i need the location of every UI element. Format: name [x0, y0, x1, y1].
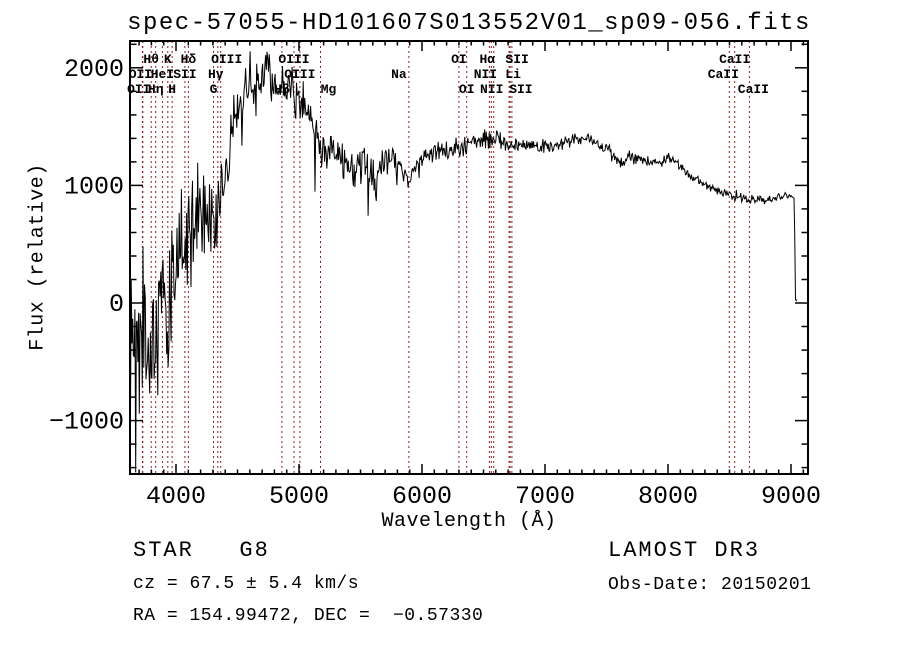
- x-tick-label: 5000: [269, 482, 329, 511]
- spectral-line-label: SII: [509, 82, 532, 97]
- plot-title: spec-57055-HD101607S013552V01_sp09-056.f…: [127, 10, 811, 37]
- classification-text: STAR G8: [133, 538, 270, 563]
- x-tick-label: 8000: [638, 482, 698, 511]
- spectral-line-label: NII: [480, 82, 503, 97]
- y-tick-label: 0: [109, 290, 124, 319]
- spectral-line-label: Hθ: [143, 52, 159, 67]
- spectral-line-label: SII: [505, 52, 528, 67]
- survey-release-text: LAMOST DR3: [608, 538, 761, 563]
- spectral-line-label: Hδ: [181, 52, 197, 67]
- flux-axis-label: Flux (relative): [26, 163, 50, 351]
- spectral-line-label: CaII: [719, 52, 750, 67]
- spectral-line-label: H: [168, 82, 176, 97]
- x-tick-label: 4000: [146, 482, 206, 511]
- spectral-line-label: Hα: [479, 52, 495, 67]
- spectral-line-label: G: [210, 82, 218, 97]
- spectral-line-label: Li: [505, 67, 521, 82]
- spectral-line-label: NII: [474, 67, 497, 82]
- spectral-line-label: OII: [129, 67, 152, 82]
- spectrum-trace: [130, 51, 798, 473]
- spectral-line-label: K: [164, 52, 172, 67]
- y-tick-label: −1000: [49, 408, 124, 437]
- x-tick-label: 6000: [392, 482, 452, 511]
- spectral-line-label: HeI: [151, 67, 174, 82]
- x-tick-label: 9000: [761, 482, 821, 511]
- y-tick-label: 2000: [64, 55, 124, 84]
- spectral-line-label: OII: [127, 82, 150, 97]
- spectral-line-label: Hη: [148, 82, 164, 97]
- redshift-velocity-text: cz = 67.5 ± 5.4 km/s: [133, 574, 360, 594]
- wavelength-axis-label: Wavelength (Å): [381, 510, 557, 533]
- spectral-line-label: CaII: [738, 82, 769, 97]
- coordinates-text: RA = 154.99472, DEC = −0.57330: [133, 606, 484, 626]
- spectral-line-label: SII: [173, 67, 196, 82]
- y-tick-label: 1000: [64, 172, 124, 201]
- spectral-line-label: Mg: [321, 82, 337, 97]
- spectral-line-label: Hγ: [208, 67, 224, 82]
- spectral-line-label: OIII: [211, 52, 242, 67]
- spectral-line-label: OI: [451, 52, 467, 67]
- spectral-line-label: OIII: [278, 52, 309, 67]
- spectral-line-label: CaII: [708, 67, 739, 82]
- plot-frame: [129, 40, 809, 475]
- spectral-line-label: Na: [391, 67, 407, 82]
- x-tick-label: 7000: [515, 482, 575, 511]
- spectral-line-label: OI: [459, 82, 475, 97]
- obs-date-text: Obs-Date: 20150201: [608, 575, 812, 595]
